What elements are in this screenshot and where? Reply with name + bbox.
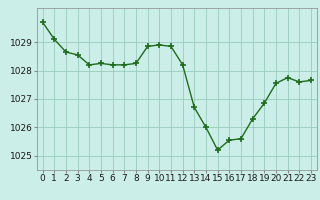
Text: Graphe pression niveau de la mer (hPa): Graphe pression niveau de la mer (hPa) [36, 183, 284, 193]
